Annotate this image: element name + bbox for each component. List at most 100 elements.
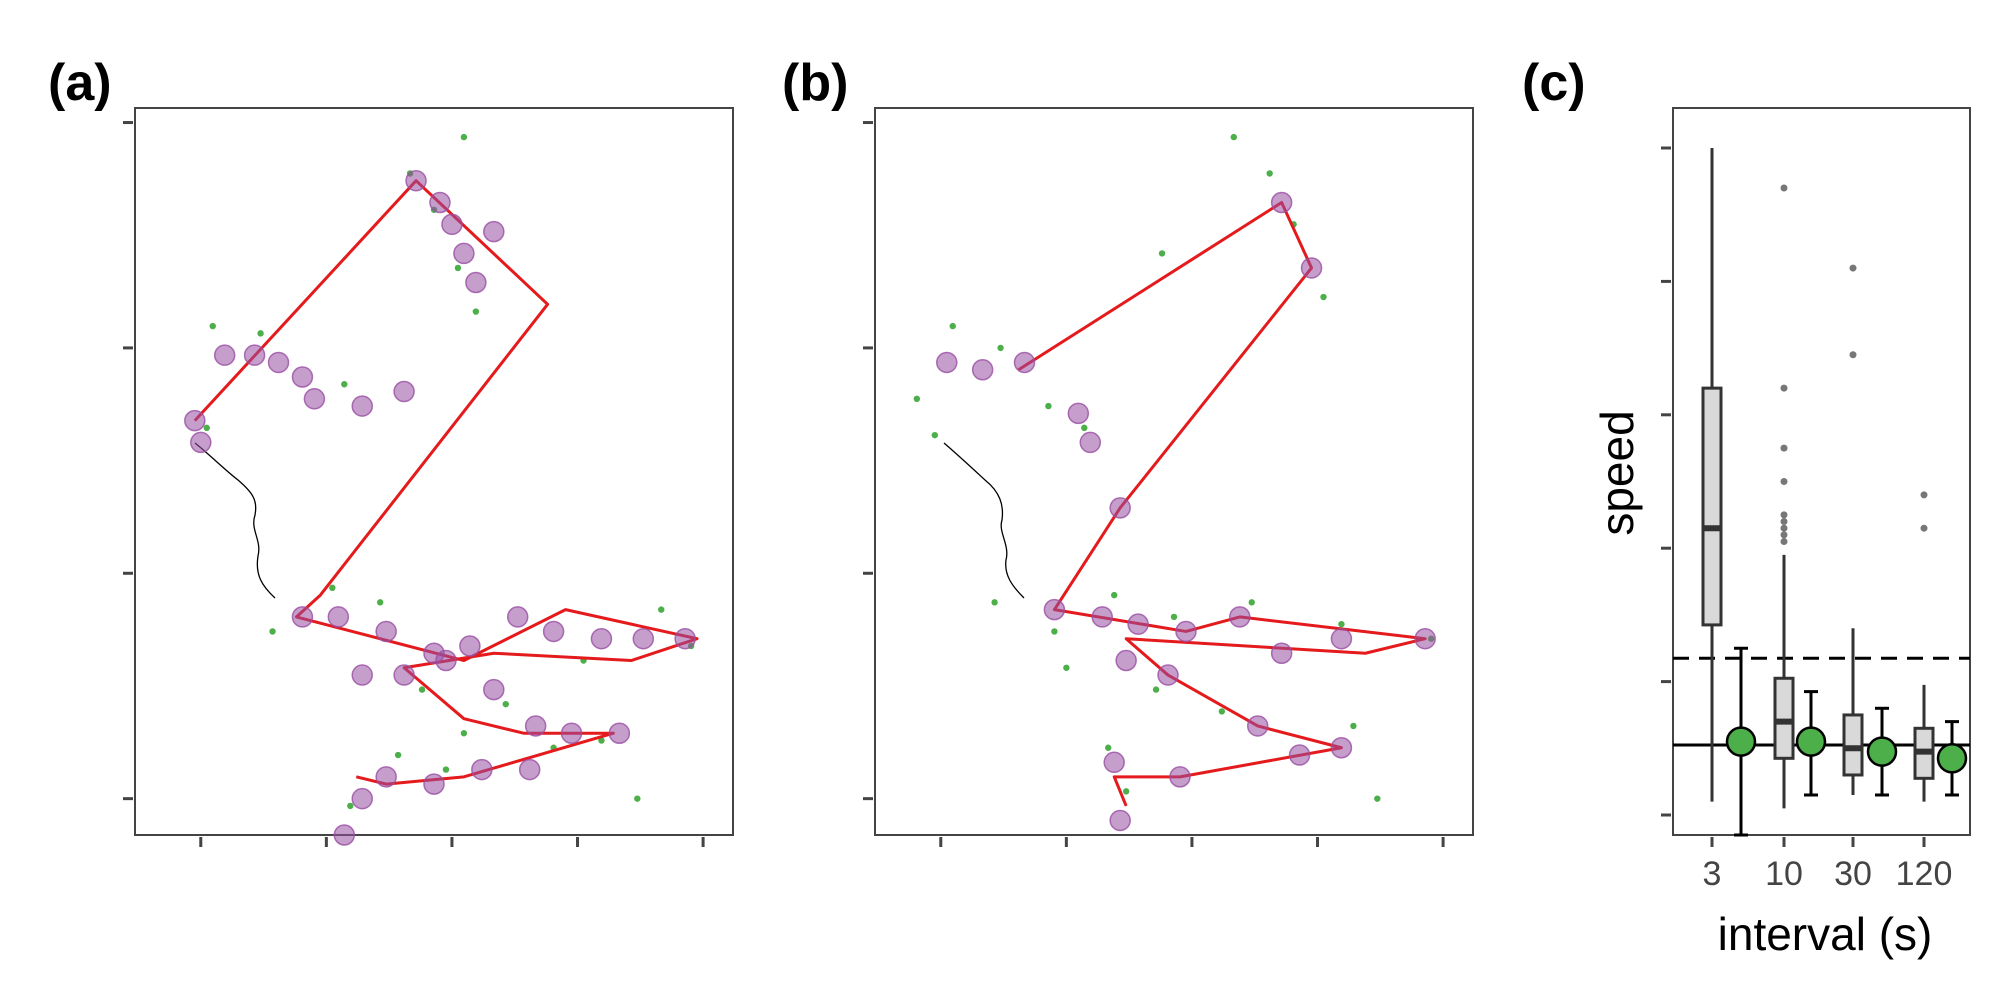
selected-point: [351, 395, 373, 417]
selected-point: [1067, 402, 1090, 425]
gps-point: [418, 686, 426, 693]
x-tick-label: 10: [1765, 855, 1803, 893]
box-outlier: [1780, 444, 1788, 452]
box-outlier: [1780, 531, 1788, 539]
selected-point: [1169, 766, 1191, 788]
selected-point: [1115, 649, 1137, 672]
selected-point: [1079, 431, 1102, 454]
track-line: [193, 179, 699, 786]
panel-c-estimates: [1725, 646, 1968, 837]
panel-b-label: (b): [782, 54, 848, 112]
x-tick-label: 30: [1834, 855, 1872, 893]
gps-point: [991, 599, 998, 606]
x-tick-label: 120: [1896, 855, 1953, 893]
gps-point: [329, 584, 336, 592]
selected-point: [213, 344, 236, 366]
selected-point: [243, 344, 266, 366]
selected-point: [333, 824, 356, 846]
gps-point: [1338, 620, 1345, 628]
selected-point: [1270, 642, 1293, 664]
gps-point: [1063, 664, 1070, 671]
gps-point: [502, 700, 509, 708]
selected-point: [1109, 497, 1131, 519]
selected-point: [435, 649, 457, 672]
selected-point: [608, 722, 631, 744]
selected-point: [429, 191, 451, 214]
selected-point: [190, 431, 212, 454]
panel-a-coastline: [194, 442, 276, 599]
gps-point: [1158, 250, 1166, 257]
gps-point: [394, 751, 402, 759]
selected-point: [1414, 627, 1436, 650]
panel-b: (b): [782, 54, 1474, 847]
gps-point: [931, 431, 938, 439]
panel-a-track: [193, 179, 699, 786]
panel-c-y-ticks: [1661, 146, 1671, 817]
selected-point: [542, 620, 565, 643]
y-axis-label: speed: [1591, 410, 1643, 535]
gps-point: [341, 381, 348, 388]
panel-b-ticks: [863, 121, 1445, 847]
gps-point: [913, 395, 921, 402]
gps-point: [1105, 744, 1112, 751]
selected-point: [1103, 751, 1125, 774]
panel-c-label: (c): [1522, 54, 1586, 112]
box-outlier: [1780, 524, 1788, 532]
gps-point: [347, 802, 354, 810]
gps-point: [269, 628, 276, 635]
selected-point: [632, 627, 655, 650]
box-body: [1842, 713, 1864, 777]
x-tick-label: 3: [1703, 855, 1722, 893]
selected-point: [393, 380, 415, 403]
gps-point: [203, 424, 210, 432]
selected-point: [1270, 191, 1293, 214]
selected-point: [351, 664, 373, 686]
box-body: [1773, 676, 1795, 760]
selected-point: [1043, 598, 1066, 621]
panel-c-x-ticks: 3 10 30 120: [1703, 837, 1953, 893]
box-outlier: [1780, 184, 1788, 192]
box-outlier: [1849, 351, 1857, 359]
x-axis-label: interval (s): [1718, 908, 1933, 960]
gps-point: [376, 599, 384, 606]
gps-point: [1218, 708, 1226, 715]
panel-c-boxes: [1701, 148, 1935, 809]
estimate-point: [1866, 736, 1898, 767]
gps-point: [634, 795, 641, 802]
selected-point: [1330, 737, 1353, 759]
gps-point: [1152, 686, 1160, 693]
selected-point: [674, 627, 696, 650]
gps-point: [1266, 170, 1273, 177]
selected-point: [267, 351, 290, 374]
selected-point: [1109, 809, 1131, 832]
panel-a-label: (a): [48, 54, 112, 112]
estimate-point: [1936, 743, 1968, 774]
selected-point: [1246, 715, 1269, 737]
selected-point: [459, 635, 481, 657]
panel-b-selected-points: [936, 191, 1436, 832]
estimate-point: [1795, 726, 1827, 757]
selected-point: [291, 366, 314, 388]
gps-point: [460, 133, 468, 141]
panel-a-selected-points: [184, 169, 696, 846]
gps-point: [949, 322, 956, 330]
gps-point: [1081, 424, 1088, 432]
panel-b-frame: [874, 107, 1474, 836]
selected-point: [560, 722, 583, 744]
selected-point: [1157, 664, 1179, 686]
selected-point: [303, 388, 326, 410]
gps-point: [1051, 628, 1058, 635]
gps-point: [997, 344, 1004, 352]
gps-point: [598, 737, 605, 744]
selected-point: [971, 358, 994, 381]
gps-point: [454, 264, 462, 272]
gps-point: [1350, 722, 1357, 730]
panel-a: (a): [48, 54, 734, 847]
selected-point: [471, 758, 493, 781]
selected-point: [327, 606, 350, 628]
selected-point: [375, 766, 397, 788]
gps-point: [257, 330, 264, 337]
gps-point: [1320, 293, 1327, 301]
selected-point: [1300, 257, 1323, 279]
